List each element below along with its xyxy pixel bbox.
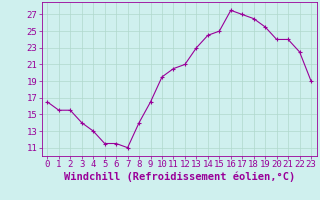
X-axis label: Windchill (Refroidissement éolien,°C): Windchill (Refroidissement éolien,°C) — [64, 172, 295, 182]
